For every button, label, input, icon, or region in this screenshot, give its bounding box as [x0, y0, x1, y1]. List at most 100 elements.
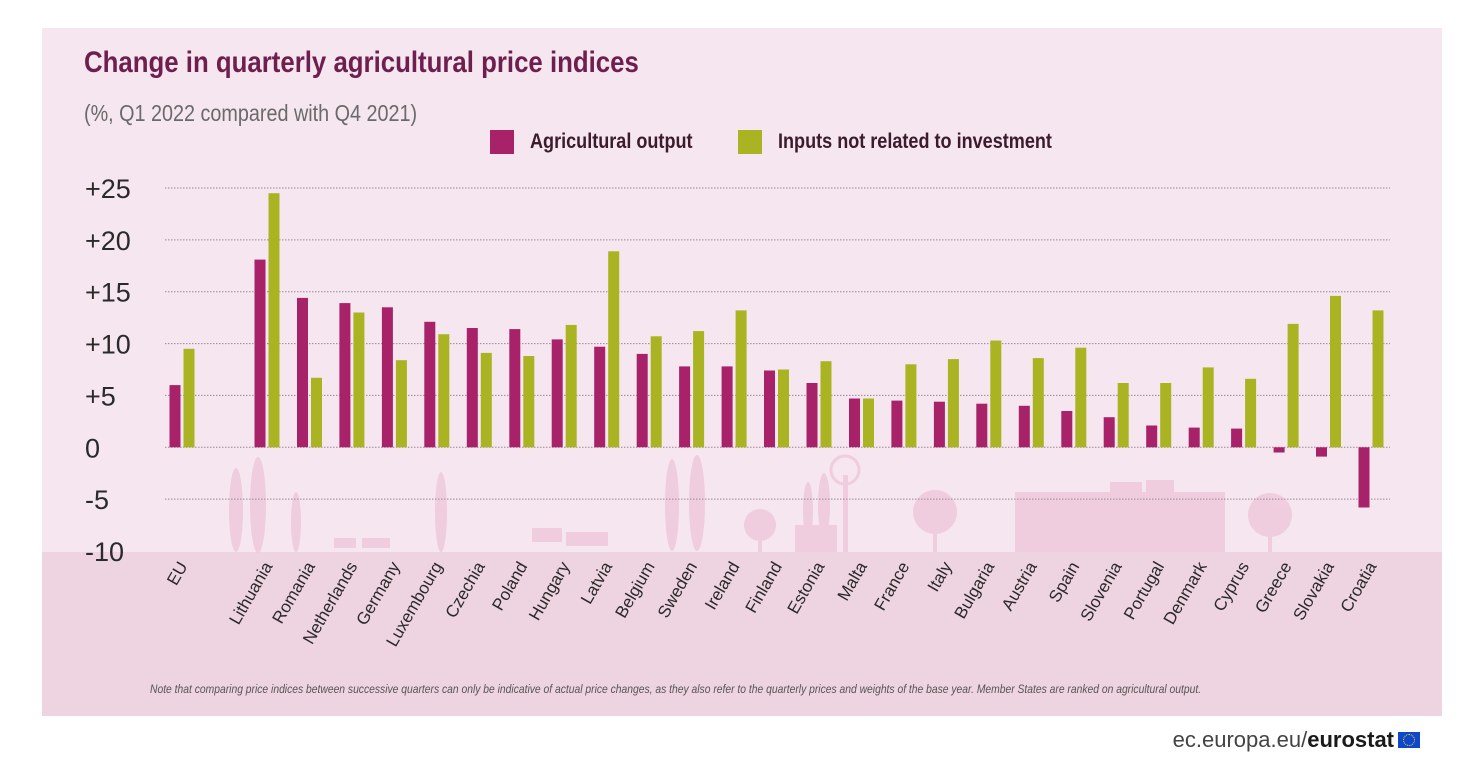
x-tick-label: Greece — [1251, 559, 1295, 617]
y-tick-label: +20 — [85, 226, 131, 256]
x-tick-label: Sweden — [654, 559, 701, 622]
bar-agricultural-output — [254, 259, 266, 448]
bar-inputs-not-related-to-investment — [268, 193, 280, 448]
bar-agricultural-output — [891, 400, 903, 448]
x-tick-label: Spain — [1045, 559, 1083, 606]
bar-agricultural-output — [1103, 417, 1115, 448]
bar-inputs-not-related-to-investment — [778, 369, 789, 448]
bar-agricultural-output — [551, 339, 563, 448]
bar-inputs-not-related-to-investment — [735, 310, 747, 448]
bar-inputs-not-related-to-investment — [523, 356, 535, 448]
x-tick-label: Slovakia — [1289, 558, 1338, 624]
bar-inputs-not-related-to-investment — [947, 359, 959, 448]
bar-inputs-not-related-to-investment — [1117, 383, 1129, 448]
y-tick-label: +25 — [85, 174, 131, 204]
x-tick-label: Czechia — [442, 558, 489, 621]
x-tick-label: Ireland — [701, 559, 743, 614]
bar-inputs-not-related-to-investment — [1330, 295, 1341, 448]
x-tick-label: Estonia — [784, 558, 829, 617]
legend-label-inputs: Inputs not related to investment — [778, 130, 1052, 153]
bar-agricultural-output — [466, 328, 478, 448]
x-tick-label: Croatia — [1337, 558, 1381, 615]
bar-agricultural-output — [721, 366, 733, 448]
chart-subtitle: (%, Q1 2022 compared with Q4 2021) — [84, 100, 418, 126]
y-tick-label: 0 — [85, 433, 100, 463]
x-tick-label: EU — [163, 559, 191, 589]
bar-agricultural-output — [1188, 427, 1200, 448]
chart-bottom-band — [42, 552, 1442, 716]
bar-inputs-not-related-to-investment — [1075, 347, 1087, 448]
bar-agricultural-output — [339, 303, 351, 448]
x-tick-label: Latvia — [577, 558, 616, 607]
y-tick-label: +5 — [85, 381, 116, 411]
bar-inputs-not-related-to-investment — [905, 364, 917, 448]
x-tick-label: Slovenia — [1077, 558, 1126, 624]
bar-agricultural-output — [806, 383, 818, 448]
bar-inputs-not-related-to-investment — [650, 336, 662, 448]
x-tick-label: Portugal — [1120, 559, 1168, 623]
legend-swatch-inputs — [738, 130, 762, 154]
bar-agricultural-output — [636, 353, 648, 448]
chart-title: Change in quarterly agricultural price i… — [84, 46, 639, 79]
bar-inputs-not-related-to-investment — [353, 312, 365, 448]
bar-inputs-not-related-to-investment — [990, 340, 1002, 448]
x-tick-label: Italy — [924, 558, 956, 595]
bar-agricultural-output — [1273, 447, 1285, 453]
source-brand: eurostat — [1307, 727, 1394, 752]
bar-inputs-not-related-to-investment — [863, 398, 874, 448]
bar-inputs-not-related-to-investment — [1245, 378, 1257, 448]
bar-agricultural-output — [849, 398, 860, 448]
bar-agricultural-output — [1316, 447, 1327, 457]
bar-agricultural-output — [1146, 425, 1158, 448]
source-credit[interactable]: ec.europa.eu/ eurostat — [1173, 727, 1420, 753]
legend-item-inputs: Inputs not related to investment — [738, 128, 1097, 156]
y-tick-label: -5 — [85, 485, 109, 515]
bar-inputs-not-related-to-investment — [820, 361, 832, 448]
y-tick-label: -10 — [85, 537, 124, 567]
legend-item-output: Agricultural output — [490, 128, 719, 156]
x-tick-label: Hungary — [525, 558, 574, 624]
bar-agricultural-output — [933, 401, 945, 448]
x-tick-label: Cyprus — [1210, 559, 1253, 615]
x-tick-label: Austria — [998, 558, 1041, 614]
bar-agricultural-output — [679, 366, 691, 448]
bar-inputs-not-related-to-investment — [1372, 310, 1384, 448]
x-tick-label: Bulgaria — [951, 558, 999, 622]
bar-inputs-not-related-to-investment — [693, 331, 705, 448]
legend-swatch-output — [490, 130, 514, 154]
legend-label-output: Agricultural output — [530, 130, 693, 153]
bar-inputs-not-related-to-investment — [1287, 323, 1299, 448]
x-tick-label: France — [870, 559, 913, 614]
eu-flag-icon — [1398, 732, 1420, 748]
bar-inputs-not-related-to-investment — [1032, 358, 1044, 448]
bar-agricultural-output — [1231, 428, 1243, 448]
bar-agricultural-output — [1358, 447, 1370, 508]
bar-agricultural-output — [976, 403, 988, 448]
bar-inputs-not-related-to-investment — [608, 251, 620, 448]
bar-agricultural-output — [297, 297, 308, 448]
bar-inputs-not-related-to-investment — [565, 324, 577, 448]
bar-inputs-not-related-to-investment — [183, 348, 195, 448]
bar-agricultural-output — [509, 329, 521, 448]
footnote: Note that comparing price indices betwee… — [150, 682, 1202, 696]
bar-agricultural-output — [1061, 411, 1073, 448]
bar-agricultural-output — [381, 307, 393, 448]
x-tick-label: Belgium — [611, 559, 658, 622]
bar-inputs-not-related-to-investment — [1202, 367, 1214, 448]
bar-agricultural-output — [424, 321, 436, 448]
bar-inputs-not-related-to-investment — [438, 334, 450, 448]
source-domain: ec.europa.eu/ — [1172, 727, 1308, 752]
x-tick-label: Poland — [488, 559, 531, 614]
bar-inputs-not-related-to-investment — [395, 360, 407, 448]
y-tick-label: +10 — [85, 330, 131, 360]
y-tick-label: +15 — [85, 278, 131, 308]
bar-agricultural-output — [594, 346, 606, 448]
bar-agricultural-output — [764, 370, 775, 448]
bar-inputs-not-related-to-investment — [311, 377, 322, 448]
bar-inputs-not-related-to-investment — [1160, 383, 1172, 448]
x-tick-label: Finland — [742, 559, 786, 617]
bar-agricultural-output — [1018, 405, 1030, 448]
x-tick-label: Malta — [834, 558, 872, 604]
bar-inputs-not-related-to-investment — [480, 352, 492, 448]
